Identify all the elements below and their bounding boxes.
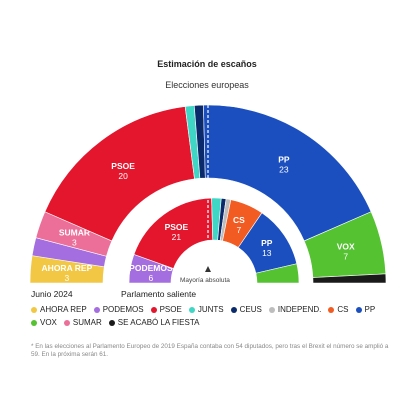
legend-item-independ: INDEPEND. [268,305,322,315]
legend-dot-icon [268,307,275,313]
legend-label: CS [337,305,349,314]
seat-label-junio-2024-pp: PP [278,155,290,165]
seat-label-parlamento-saliente-cs: CS [233,215,245,225]
seat-label-parlamento-saliente-pp: PP [261,238,273,248]
majority-arrow-icon [205,266,211,272]
legend-dot-icon [188,307,195,313]
legend-dot-icon [355,307,362,313]
chart-subtitle: Elecciones europeas [165,80,249,90]
legend-dot-icon [63,320,70,326]
seat-count-parlamento-saliente-psoe: 21 [172,232,182,242]
legend-dot-icon [31,307,37,313]
seat-count-parlamento-saliente-podemos: 6 [149,273,154,283]
seat-label-parlamento-saliente-podemos: PODEMOS [129,263,173,273]
seat-count-junio-2024-psoe: 20 [118,171,128,181]
legend-dot-icon [93,307,100,313]
legend-item-pp: PP [355,305,376,315]
seat-count-parlamento-saliente-pp: 13 [262,248,272,258]
seat-label-junio-2024-sumar: SUMAR [59,228,90,238]
legend-dot-icon [108,320,115,326]
legend-item-ahora-rep: AHORA REP [31,305,87,315]
legend-label: PSOE [159,305,182,314]
legend-label: PP [364,305,376,314]
legend-item-sumar: SUMAR [63,318,102,328]
seat-count-junio-2024-ahora-rep: 3 [65,273,70,283]
caption-parlamento-saliente: Parlamento saliente [121,289,197,299]
legend-dot-icon [150,307,157,313]
legend-item-psoe: PSOE [150,305,182,315]
majority-label: Mayoría absoluta [180,277,230,284]
legend-item-se-acabo-la-fiesta: SE ACABÓ LA FIESTA [108,318,200,328]
legend-item-junts: JUNTS [188,305,224,315]
legend-label: INDEPEND. [277,305,322,314]
legend-dot-icon [31,320,37,326]
legend-label: SE ACABÓ LA FIESTA [117,318,200,327]
chart-title: Estimación de escaños [157,59,257,69]
seat-label-junio-2024-psoe: PSOE [111,161,135,171]
legend-item-vox: VOX [31,318,57,328]
seat-count-junio-2024-vox: 7 [343,252,348,262]
legend-item-ceus: CEUS [230,305,262,315]
seat-label-parlamento-saliente-psoe: PSOE [165,222,189,232]
legend-label: JUNTS [197,305,224,314]
legend: AHORA REP PODEMOS PSOE JUNTS CEUS INDEPEND. CS… [31,305,401,328]
seat-arc-parlamento-saliente-vox [255,263,300,284]
caption-junio-2024: Junio 2024 [31,289,73,299]
legend-item-cs: CS [328,305,349,315]
footnote: * En las elecciones al Parlamento Europe… [31,343,389,358]
legend-label: PODEMOS [102,305,144,314]
legend-item-podemos: PODEMOS [93,305,144,315]
legend-label: CEUS [239,305,262,314]
seat-arc-junio-2024-se-acabo-la-fiesta [312,273,387,284]
seat-label-junio-2024-vox: VOX [337,242,355,252]
legend-label: VOX [40,318,57,327]
legend-label: SUMAR [72,318,102,327]
legend-dot-icon [230,307,237,313]
legend-dot-icon [328,307,335,313]
seat-count-junio-2024-sumar: 3 [72,238,77,248]
legend-label: AHORA REP [40,305,87,314]
seat-count-parlamento-saliente-cs: 7 [237,225,242,235]
seat-count-junio-2024-pp: 23 [279,165,289,175]
seat-label-junio-2024-ahora-rep: AHORA REP [42,263,93,273]
